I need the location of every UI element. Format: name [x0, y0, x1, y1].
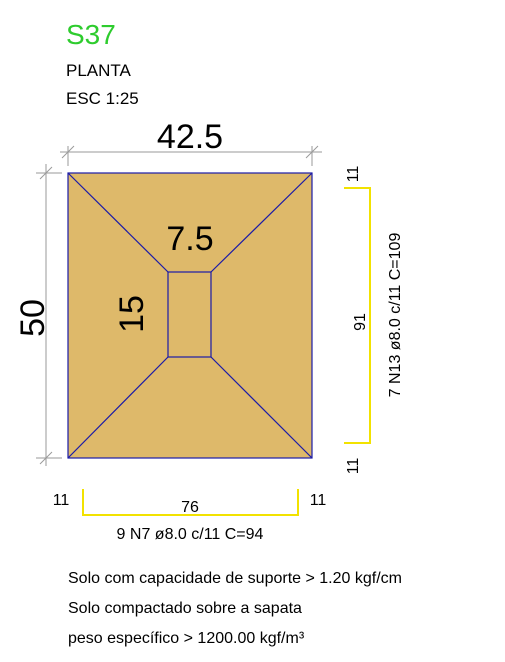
width-dimension: 42.5: [157, 118, 223, 156]
pedestal-width-dimension: 7.5: [166, 220, 213, 258]
bottom-rebar-spec: 9 N7 ø8.0 c/11 C=94: [117, 526, 264, 543]
bottom-rebar-right-length: 11: [310, 492, 327, 509]
height-dimension: 50: [14, 299, 52, 337]
scale-label: ESC 1:25: [66, 89, 139, 108]
soil-compaction-note: Solo compactado sobre a sapata: [68, 600, 302, 617]
footing-code: S37: [66, 19, 116, 50]
soil-capacity-note: Solo com capacidade de suporte > 1.20 kg…: [68, 570, 402, 587]
right-rebar-bottom-length: 11: [345, 458, 362, 475]
pedestal-outline: [167, 271, 212, 358]
right-rebar-spec: 7 N13 ø8.0 c/11 C=109: [387, 233, 404, 398]
right-rebar-top-length: 11: [345, 166, 362, 183]
specific-weight-note: peso específico > 1200.00 kgf/m³: [68, 630, 305, 647]
bottom-rebar-length: 76: [181, 499, 199, 516]
pedestal-height-dimension: 15: [113, 295, 151, 333]
bottom-rebar-left-length: 11: [53, 492, 70, 509]
right-rebar-bracket: [344, 187, 371, 444]
bottom-rebar-bracket: [82, 489, 299, 516]
view-title: PLANTA: [66, 61, 132, 80]
footing-slope-lines: [67, 172, 313, 459]
right-rebar-length: 91: [352, 313, 369, 331]
